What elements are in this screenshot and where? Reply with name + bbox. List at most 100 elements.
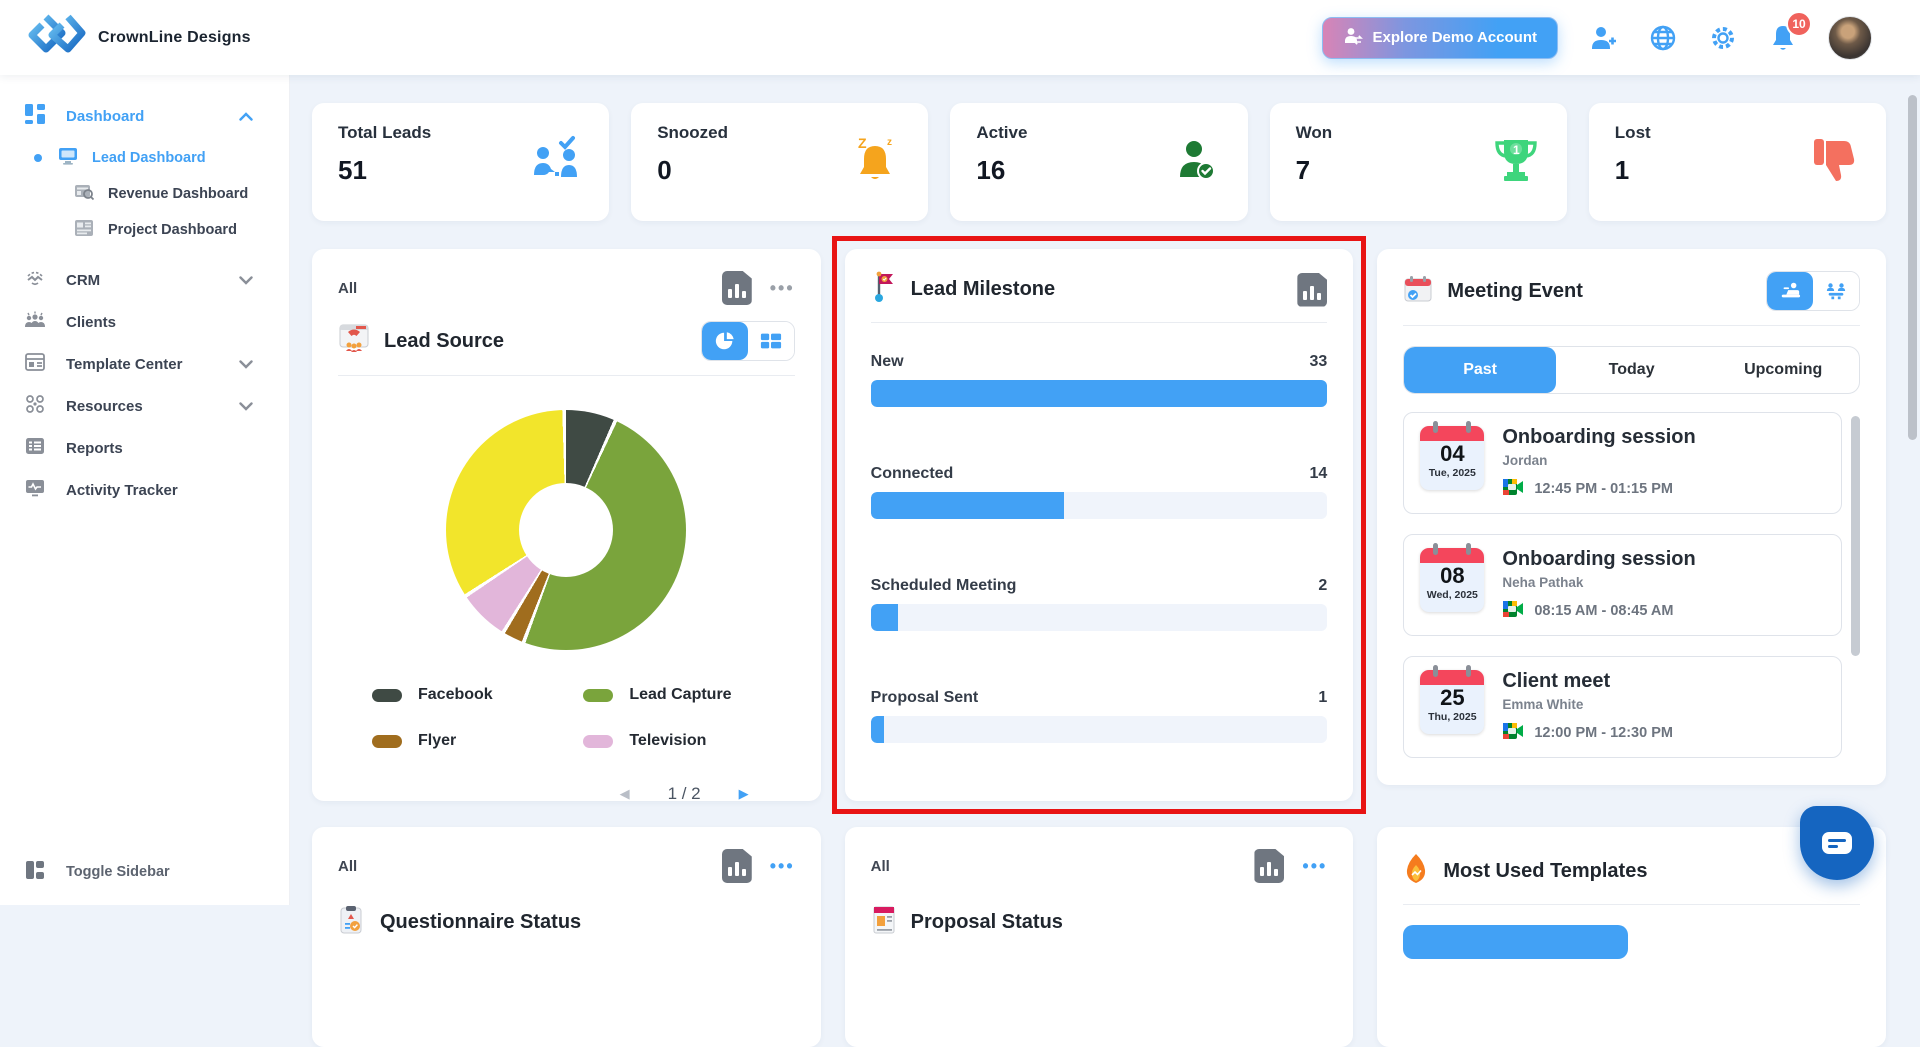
page-scrollbar-thumb[interactable] bbox=[1908, 95, 1917, 440]
sidebar-item-template-center[interactable]: Template Center bbox=[0, 343, 289, 385]
globe-icon[interactable] bbox=[1648, 23, 1678, 53]
templates-active-tab-pill[interactable] bbox=[1403, 925, 1629, 959]
event-date-label: Wed, 2025 bbox=[1426, 589, 1478, 601]
tab-upcoming[interactable]: Upcoming bbox=[1744, 361, 1823, 378]
pie-view-button[interactable] bbox=[701, 322, 748, 360]
pager-prev-icon[interactable]: ◀ bbox=[619, 786, 630, 801]
stat-card-total-leads: Total Leads 51 bbox=[312, 103, 610, 221]
card-title: Most Used Templates bbox=[1443, 860, 1648, 882]
lead-source-card: All ••• Lead Source bbox=[312, 249, 821, 803]
leads-people-check-icon bbox=[527, 135, 583, 190]
svg-text:z: z bbox=[887, 137, 892, 148]
legend-label: Flyer bbox=[418, 732, 457, 749]
filter-label: All bbox=[338, 857, 358, 875]
svg-text:Z: Z bbox=[858, 135, 867, 151]
revenue-dashboard-icon bbox=[74, 183, 95, 205]
group-view-button[interactable] bbox=[1812, 272, 1859, 310]
legend-item: Television bbox=[583, 732, 794, 750]
sidebar-item-label: Resources bbox=[66, 397, 143, 415]
avatar[interactable] bbox=[1828, 15, 1872, 60]
sidebar-item-lead-dashboard[interactable]: Lead Dashboard bbox=[0, 143, 289, 173]
event-time: 12:00 PM - 12:30 PM bbox=[1534, 725, 1673, 741]
sidebar-item-label: Revenue Dashboard bbox=[108, 186, 249, 202]
dashboard-grid-icon bbox=[24, 103, 46, 129]
template-center-icon bbox=[24, 352, 46, 376]
milestone-value: 1 bbox=[1318, 689, 1328, 706]
more-menu-icon[interactable]: ••• bbox=[769, 856, 795, 876]
legend-label: Television bbox=[629, 732, 707, 749]
event-item[interactable]: 25 Thu, 2025 Client meet Emma White 12:0… bbox=[1403, 656, 1842, 758]
brand: CrownLine Designs bbox=[0, 9, 251, 66]
event-person: Neha Pathak bbox=[1502, 575, 1584, 590]
stat-card-snoozed: Snoozed 0 Z z bbox=[631, 103, 929, 221]
chevron-up-icon bbox=[239, 108, 253, 125]
sidebar-item-label: Reports bbox=[66, 439, 123, 457]
sidebar-item-crm[interactable]: CRM bbox=[0, 259, 289, 301]
event-date-icon: 08 Wed, 2025 bbox=[1420, 543, 1485, 612]
event-date-label: Thu, 2025 bbox=[1428, 711, 1477, 723]
toggle-sidebar-button[interactable]: Toggle Sidebar bbox=[0, 859, 289, 885]
sidebar-item-revenue-dashboard[interactable]: Revenue Dashboard bbox=[0, 179, 289, 209]
filter-label: All bbox=[338, 279, 358, 297]
sidebar-item-label: Activity Tracker bbox=[66, 481, 178, 499]
milestone-row: Scheduled Meeting 2 bbox=[870, 577, 1328, 631]
lead-source-donut-chart[interactable] bbox=[446, 410, 687, 650]
project-dashboard-icon bbox=[74, 219, 94, 241]
google-meet-icon bbox=[1502, 600, 1524, 622]
chart-file-icon[interactable] bbox=[721, 849, 752, 883]
meeting-tabs: Past Today Upcoming bbox=[1403, 346, 1860, 394]
chart-file-icon[interactable] bbox=[1254, 849, 1285, 883]
clients-people-icon bbox=[24, 310, 46, 334]
milestone-bar-track bbox=[870, 604, 1328, 631]
proposal-status-card: All ••• Proposal Status bbox=[844, 827, 1354, 1047]
event-item[interactable]: 04 Tue, 2025 Onboarding session Jordan 1… bbox=[1403, 412, 1842, 514]
chart-file-icon[interactable] bbox=[721, 271, 752, 305]
milestone-bar-track bbox=[870, 380, 1328, 407]
stat-label: Lost bbox=[1614, 123, 1651, 142]
more-menu-icon[interactable]: ••• bbox=[769, 278, 795, 298]
chart-file-icon[interactable] bbox=[1297, 272, 1328, 307]
lead-source-magnet-icon bbox=[338, 323, 370, 360]
sidebar-item-label: Project Dashboard bbox=[108, 222, 237, 238]
stat-value: 1 bbox=[1614, 155, 1630, 185]
trophy-icon: 1 bbox=[1491, 134, 1541, 191]
add-user-icon[interactable] bbox=[1588, 23, 1618, 53]
sidebar-item-clients[interactable]: Clients bbox=[0, 301, 289, 343]
sidebar-item-reports[interactable]: Reports bbox=[0, 427, 289, 469]
table-view-button[interactable] bbox=[747, 322, 794, 360]
presentation-view-button[interactable] bbox=[1766, 272, 1813, 310]
google-meet-icon bbox=[1502, 722, 1524, 744]
milestone-row: Connected 14 bbox=[870, 465, 1328, 519]
sidebar: Dashboard Lead Dashboard Revenue Dashboa… bbox=[0, 75, 290, 905]
google-meet-icon bbox=[1502, 478, 1524, 500]
lead-dashboard-icon bbox=[58, 147, 78, 169]
tab-past[interactable]: Past bbox=[1404, 347, 1556, 393]
stat-value: 16 bbox=[976, 155, 1006, 185]
tab-today[interactable]: Today bbox=[1608, 361, 1655, 378]
event-title: Onboarding session bbox=[1502, 426, 1696, 448]
chevron-down-icon bbox=[239, 398, 253, 415]
sidebar-item-activity-tracker[interactable]: Activity Tracker bbox=[0, 469, 289, 511]
card-title: Proposal Status bbox=[910, 911, 1063, 933]
stat-label: Won bbox=[1295, 123, 1333, 142]
snooze-bell-icon: Z z bbox=[848, 134, 902, 191]
event-date-icon: 25 Thu, 2025 bbox=[1420, 665, 1485, 734]
stat-label: Active bbox=[976, 123, 1028, 142]
chevron-down-icon bbox=[239, 356, 253, 373]
divider bbox=[338, 375, 795, 376]
pager-next-icon[interactable]: ▶ bbox=[738, 786, 749, 801]
events-scrollbar-thumb[interactable] bbox=[1850, 416, 1860, 656]
more-menu-icon[interactable]: ••• bbox=[1302, 856, 1328, 876]
sidebar-item-resources[interactable]: Resources bbox=[0, 385, 289, 427]
sidebar-item-dashboard[interactable]: Dashboard bbox=[0, 95, 289, 137]
chat-fab-button[interactable] bbox=[1800, 806, 1874, 880]
milestone-value: 2 bbox=[1318, 577, 1328, 594]
bell-icon[interactable]: 10 bbox=[1768, 10, 1812, 53]
event-item[interactable]: 08 Wed, 2025 Onboarding session Neha Pat… bbox=[1403, 534, 1842, 636]
explore-demo-account-button[interactable]: Explore Demo Account bbox=[1321, 16, 1558, 59]
main-content: Total Leads 51 Snoozed 0 Z z bbox=[290, 75, 1906, 1047]
gear-icon[interactable] bbox=[1708, 23, 1738, 53]
stat-card-won: Won 7 1 bbox=[1269, 103, 1567, 221]
sidebar-item-project-dashboard[interactable]: Project Dashboard bbox=[0, 215, 289, 245]
page-scrollbar[interactable] bbox=[1907, 0, 1917, 905]
